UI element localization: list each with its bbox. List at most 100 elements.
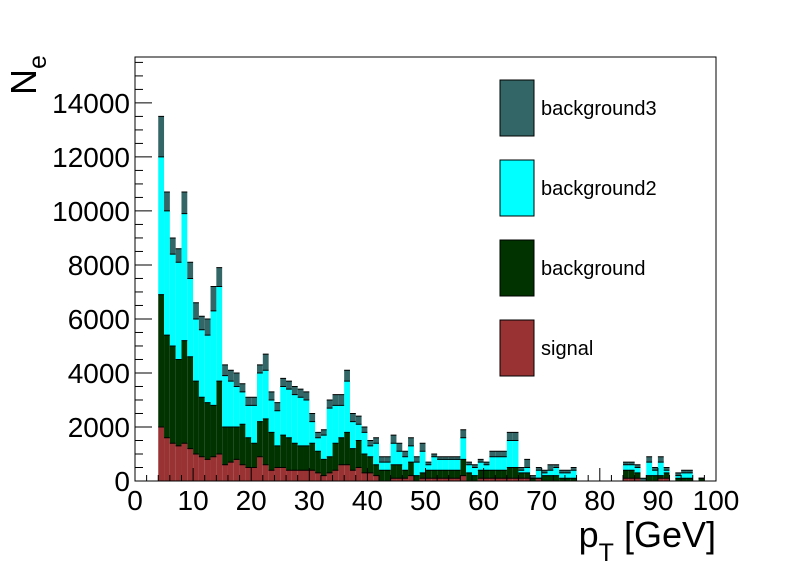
bar-background3-bin-33 [349, 413, 356, 422]
bar-background-bin-93 [698, 478, 705, 481]
bar-background2-bin-49 [442, 459, 449, 471]
bar-background3-bin-20 [274, 402, 281, 411]
bar-background2-bin-90 [681, 472, 687, 479]
x-axis-title-main: p [579, 514, 599, 555]
bar-background3-bin-5 [187, 262, 194, 279]
bar-background2-bin-16 [251, 405, 258, 444]
bar-background3-bin-28 [320, 429, 327, 436]
bar-background3-bin-59 [501, 451, 507, 457]
bar-background3-bin-9 [210, 286, 217, 311]
bar-background2-bin-15 [245, 405, 252, 438]
bar-background-bin-71 [570, 478, 577, 481]
bar-background2-bin-56 [483, 464, 490, 471]
series-signal [158, 426, 670, 481]
bar-background3-bin-54 [471, 464, 478, 468]
bar-background3-bin-11 [222, 364, 228, 376]
bar-signal-bin-7 [198, 456, 205, 481]
bar-signal-bin-20 [274, 467, 281, 481]
bar-background-bin-31 [338, 437, 345, 465]
legend-swatch [499, 79, 535, 137]
bar-signal-bin-46 [425, 478, 432, 481]
bar-signal-bin-27 [315, 472, 321, 481]
bar-signal-bin-80 [623, 478, 629, 481]
bar-background-bin-38 [379, 470, 385, 481]
bar-background3-bin-2 [169, 237, 176, 255]
bar-background2-bin-46 [425, 464, 432, 471]
bar-background3-bin-8 [204, 318, 211, 336]
bar-background2-bin-89 [675, 475, 682, 479]
bar-background3-bin-34 [355, 416, 362, 425]
bar-background-bin-48 [437, 470, 443, 479]
bar-background3-bin-68 [553, 464, 560, 468]
bar-signal-bin-33 [349, 470, 356, 481]
bar-background3-bin-23 [291, 386, 298, 395]
bar-background-bin-43 [408, 462, 414, 476]
bar-background-bin-50 [448, 470, 455, 479]
bar-background-bin-11 [222, 426, 228, 465]
bar-background2-bin-11 [222, 375, 228, 427]
bar-background3-bin-15 [245, 397, 252, 406]
bar-background-bin-59 [501, 470, 507, 479]
bar-background2-bin-36 [367, 445, 374, 457]
bar-background3-bin-52 [460, 429, 467, 438]
y-tick-labels: 0 2000 4000 6000 8000 10000 12000 14000 [52, 88, 130, 497]
bar-background2-bin-33 [349, 421, 356, 449]
bar-background2-bin-80 [623, 464, 629, 471]
bar-signal-bin-2 [169, 443, 176, 481]
bar-background2-bin-28 [320, 435, 327, 460]
x-tick-label: 40 [352, 485, 383, 516]
bar-background2-bin-59 [501, 456, 507, 471]
bar-background-bin-67 [547, 475, 554, 481]
bar-background2-bin-21 [280, 386, 287, 436]
legend-item-background: background [499, 239, 646, 297]
bar-signal-bin-3 [175, 445, 182, 481]
bar-background3-bin-46 [425, 462, 432, 465]
bar-background2-bin-65 [535, 470, 542, 479]
bar-background2-bin-70 [564, 472, 571, 479]
bar-background2-bin-20 [274, 410, 281, 446]
bar-background-bin-25 [303, 445, 310, 471]
bar-background-bin-19 [268, 432, 275, 471]
legend-swatch [499, 319, 535, 377]
bar-background-bin-17 [257, 421, 263, 457]
legend-label: background2 [541, 178, 657, 200]
bar-background2-bin-69 [559, 472, 565, 479]
bar-background3-bin-48 [437, 456, 443, 460]
bar-background-bin-58 [495, 470, 502, 479]
bar-background-bin-7 [198, 397, 205, 457]
bar-background-bin-33 [349, 448, 356, 471]
bar-background2-bin-85 [652, 470, 658, 476]
bar-signal-bin-65 [535, 478, 542, 481]
bar-background3-bin-49 [442, 456, 449, 460]
x-axis-title-sub: T [599, 539, 614, 567]
bar-background-bin-5 [187, 356, 194, 449]
x-tick-label: 100 [693, 485, 740, 516]
bar-signal-bin-23 [291, 470, 298, 481]
bar-background2-bin-23 [291, 394, 298, 444]
bar-background3-bin-14 [239, 383, 246, 392]
bar-background3-bin-63 [524, 459, 531, 468]
bar-background-bin-15 [245, 437, 252, 468]
bar-signal-bin-40 [390, 478, 397, 481]
bar-background-bin-56 [483, 470, 490, 479]
bar-background3-bin-66 [541, 470, 548, 473]
series-background2 [158, 156, 693, 479]
bar-background-bin-6 [193, 381, 199, 454]
bar-background-bin-60 [506, 467, 513, 479]
x-axis-title: pT [GeV] [579, 514, 716, 567]
legend-swatch [499, 239, 535, 297]
bar-background2-bin-55 [477, 462, 484, 471]
bar-background3-bin-29 [326, 399, 333, 409]
bar-background-bin-46 [425, 470, 432, 479]
bar-background2-bin-12 [227, 381, 234, 427]
bar-background2-bin-91 [686, 472, 693, 479]
bar-signal-bin-10 [216, 453, 223, 481]
bar-background3-bin-71 [570, 467, 577, 471]
legend-item-background2: background2 [499, 159, 657, 217]
bar-background2-bin-0 [158, 156, 165, 295]
y-tick-label: 10000 [52, 196, 130, 227]
bar-signal-bin-56 [483, 478, 490, 481]
bar-background2-bin-27 [315, 437, 321, 452]
bar-background2-bin-47 [431, 456, 438, 471]
